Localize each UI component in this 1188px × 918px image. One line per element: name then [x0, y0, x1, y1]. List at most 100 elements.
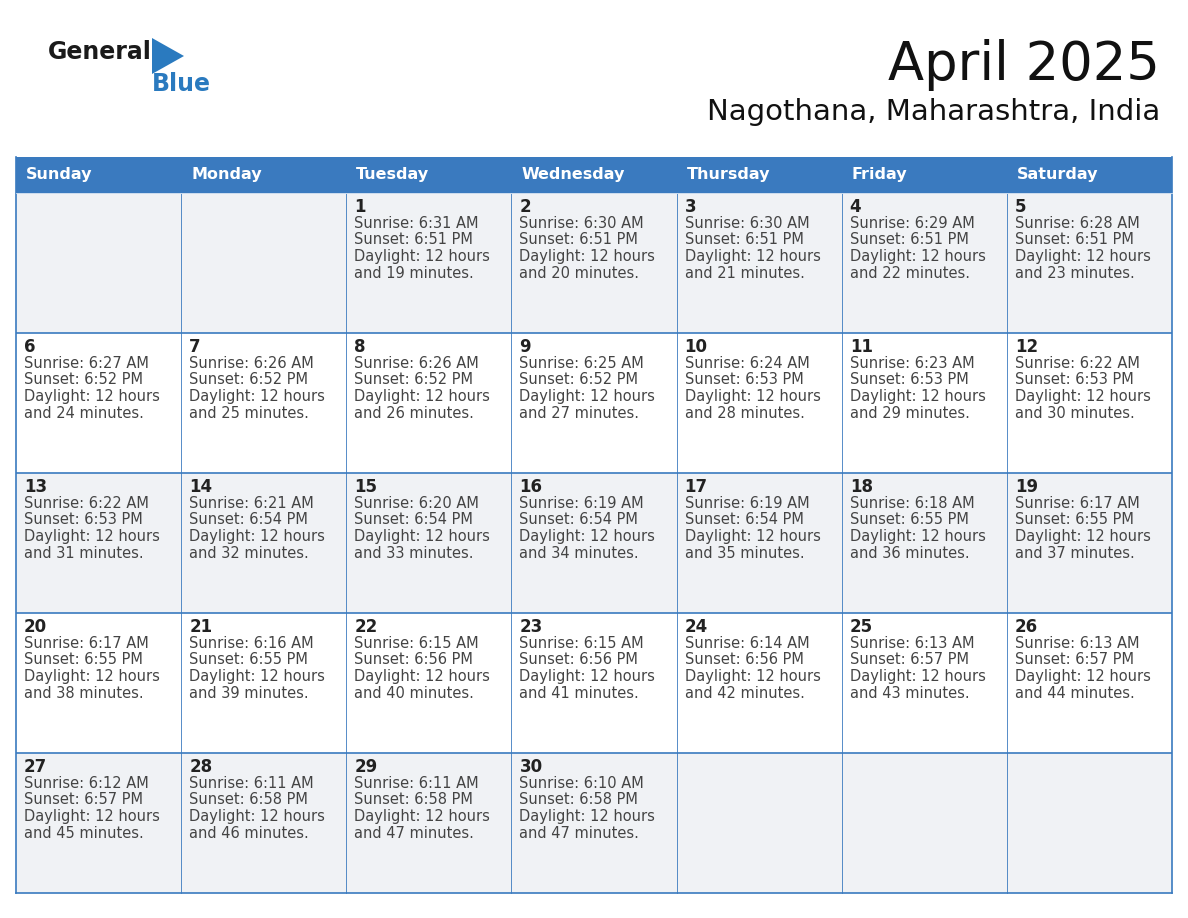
Text: 17: 17 — [684, 478, 708, 496]
Text: Daylight: 12 hours: Daylight: 12 hours — [684, 669, 821, 684]
Text: and 31 minutes.: and 31 minutes. — [24, 545, 144, 561]
Text: and 47 minutes.: and 47 minutes. — [519, 825, 639, 841]
Text: 5: 5 — [1015, 198, 1026, 216]
Text: Sunset: 6:56 PM: Sunset: 6:56 PM — [684, 653, 803, 667]
Text: Daylight: 12 hours: Daylight: 12 hours — [684, 529, 821, 544]
Bar — [15, 157, 181, 193]
Text: Sunrise: 6:25 AM: Sunrise: 6:25 AM — [519, 356, 644, 371]
Text: 19: 19 — [1015, 478, 1038, 496]
Text: 1: 1 — [354, 198, 366, 216]
Text: Sunset: 6:52 PM: Sunset: 6:52 PM — [354, 373, 473, 387]
Text: Daylight: 12 hours: Daylight: 12 hours — [1015, 389, 1151, 404]
Text: Sunrise: 6:16 AM: Sunrise: 6:16 AM — [189, 636, 314, 651]
Text: Daylight: 12 hours: Daylight: 12 hours — [684, 389, 821, 404]
Text: Daylight: 12 hours: Daylight: 12 hours — [849, 529, 986, 544]
Text: 15: 15 — [354, 478, 378, 496]
Text: 21: 21 — [189, 618, 213, 636]
Text: Daylight: 12 hours: Daylight: 12 hours — [24, 529, 160, 544]
Text: Sunset: 6:56 PM: Sunset: 6:56 PM — [354, 653, 473, 667]
Text: Sunrise: 6:31 AM: Sunrise: 6:31 AM — [354, 216, 479, 231]
Text: Sunset: 6:57 PM: Sunset: 6:57 PM — [849, 653, 968, 667]
Text: and 30 minutes.: and 30 minutes. — [1015, 406, 1135, 420]
Text: 2: 2 — [519, 198, 531, 216]
Text: and 39 minutes.: and 39 minutes. — [189, 686, 309, 700]
Text: Sunrise: 6:20 AM: Sunrise: 6:20 AM — [354, 496, 479, 511]
Text: Sunrise: 6:28 AM: Sunrise: 6:28 AM — [1015, 216, 1139, 231]
Text: Sunrise: 6:22 AM: Sunrise: 6:22 AM — [24, 496, 148, 511]
Text: Wednesday: Wednesday — [522, 167, 625, 183]
Text: 25: 25 — [849, 618, 873, 636]
Text: Daylight: 12 hours: Daylight: 12 hours — [519, 529, 656, 544]
Text: Sunset: 6:52 PM: Sunset: 6:52 PM — [519, 373, 638, 387]
Text: Sunset: 6:55 PM: Sunset: 6:55 PM — [189, 653, 308, 667]
Text: Daylight: 12 hours: Daylight: 12 hours — [354, 669, 491, 684]
Text: Daylight: 12 hours: Daylight: 12 hours — [189, 529, 326, 544]
Text: Friday: Friday — [852, 167, 908, 183]
Text: Sunset: 6:54 PM: Sunset: 6:54 PM — [519, 512, 638, 528]
Text: 22: 22 — [354, 618, 378, 636]
Text: Sunrise: 6:15 AM: Sunrise: 6:15 AM — [354, 636, 479, 651]
Text: Daylight: 12 hours: Daylight: 12 hours — [189, 389, 326, 404]
Text: 26: 26 — [1015, 618, 1038, 636]
Text: Daylight: 12 hours: Daylight: 12 hours — [354, 809, 491, 824]
Text: Sunrise: 6:12 AM: Sunrise: 6:12 AM — [24, 776, 148, 791]
Text: Daylight: 12 hours: Daylight: 12 hours — [519, 809, 656, 824]
Text: Sunset: 6:54 PM: Sunset: 6:54 PM — [189, 512, 308, 528]
Text: Daylight: 12 hours: Daylight: 12 hours — [354, 389, 491, 404]
Text: Sunrise: 6:19 AM: Sunrise: 6:19 AM — [684, 496, 809, 511]
Text: 27: 27 — [24, 758, 48, 776]
Text: Sunrise: 6:24 AM: Sunrise: 6:24 AM — [684, 356, 809, 371]
Text: Daylight: 12 hours: Daylight: 12 hours — [519, 669, 656, 684]
Text: and 29 minutes.: and 29 minutes. — [849, 406, 969, 420]
Text: Daylight: 12 hours: Daylight: 12 hours — [24, 809, 160, 824]
Text: Daylight: 12 hours: Daylight: 12 hours — [24, 669, 160, 684]
Polygon shape — [152, 38, 184, 74]
Text: Sunrise: 6:26 AM: Sunrise: 6:26 AM — [354, 356, 479, 371]
Text: Sunrise: 6:30 AM: Sunrise: 6:30 AM — [519, 216, 644, 231]
Text: General: General — [48, 40, 152, 64]
Text: Sunset: 6:53 PM: Sunset: 6:53 PM — [1015, 373, 1133, 387]
Text: Sunset: 6:52 PM: Sunset: 6:52 PM — [189, 373, 308, 387]
Text: Sunset: 6:54 PM: Sunset: 6:54 PM — [684, 512, 803, 528]
Text: 14: 14 — [189, 478, 213, 496]
Text: and 40 minutes.: and 40 minutes. — [354, 686, 474, 700]
Text: Sunset: 6:53 PM: Sunset: 6:53 PM — [24, 512, 143, 528]
Text: Thursday: Thursday — [687, 167, 770, 183]
Text: Sunrise: 6:21 AM: Sunrise: 6:21 AM — [189, 496, 314, 511]
Text: 6: 6 — [24, 338, 36, 356]
Text: and 19 minutes.: and 19 minutes. — [354, 265, 474, 281]
Text: Sunday: Sunday — [26, 167, 93, 183]
Text: Sunrise: 6:13 AM: Sunrise: 6:13 AM — [1015, 636, 1139, 651]
Text: Sunrise: 6:17 AM: Sunrise: 6:17 AM — [1015, 496, 1139, 511]
Text: and 20 minutes.: and 20 minutes. — [519, 265, 639, 281]
Text: and 35 minutes.: and 35 minutes. — [684, 545, 804, 561]
Text: Daylight: 12 hours: Daylight: 12 hours — [849, 389, 986, 404]
Text: Sunset: 6:51 PM: Sunset: 6:51 PM — [684, 232, 803, 248]
Text: Sunset: 6:55 PM: Sunset: 6:55 PM — [24, 653, 143, 667]
Text: and 21 minutes.: and 21 minutes. — [684, 265, 804, 281]
Text: Sunset: 6:54 PM: Sunset: 6:54 PM — [354, 512, 473, 528]
Text: Sunrise: 6:22 AM: Sunrise: 6:22 AM — [1015, 356, 1139, 371]
Text: Daylight: 12 hours: Daylight: 12 hours — [24, 389, 160, 404]
Text: and 44 minutes.: and 44 minutes. — [1015, 686, 1135, 700]
Text: and 22 minutes.: and 22 minutes. — [849, 265, 969, 281]
Bar — [677, 157, 842, 193]
Text: and 45 minutes.: and 45 minutes. — [24, 825, 144, 841]
Text: and 23 minutes.: and 23 minutes. — [1015, 265, 1135, 281]
Text: Sunset: 6:57 PM: Sunset: 6:57 PM — [1015, 653, 1133, 667]
Bar — [346, 157, 511, 193]
Text: and 46 minutes.: and 46 minutes. — [189, 825, 309, 841]
Text: and 32 minutes.: and 32 minutes. — [189, 545, 309, 561]
Text: Daylight: 12 hours: Daylight: 12 hours — [849, 669, 986, 684]
Text: and 28 minutes.: and 28 minutes. — [684, 406, 804, 420]
Text: Daylight: 12 hours: Daylight: 12 hours — [849, 249, 986, 264]
Text: Sunset: 6:53 PM: Sunset: 6:53 PM — [849, 373, 968, 387]
Text: 23: 23 — [519, 618, 543, 636]
Text: 3: 3 — [684, 198, 696, 216]
Text: 20: 20 — [24, 618, 48, 636]
Text: and 25 minutes.: and 25 minutes. — [189, 406, 309, 420]
Text: Daylight: 12 hours: Daylight: 12 hours — [519, 389, 656, 404]
Text: Sunset: 6:51 PM: Sunset: 6:51 PM — [849, 232, 968, 248]
Text: Sunrise: 6:11 AM: Sunrise: 6:11 AM — [354, 776, 479, 791]
Bar — [1007, 157, 1173, 193]
